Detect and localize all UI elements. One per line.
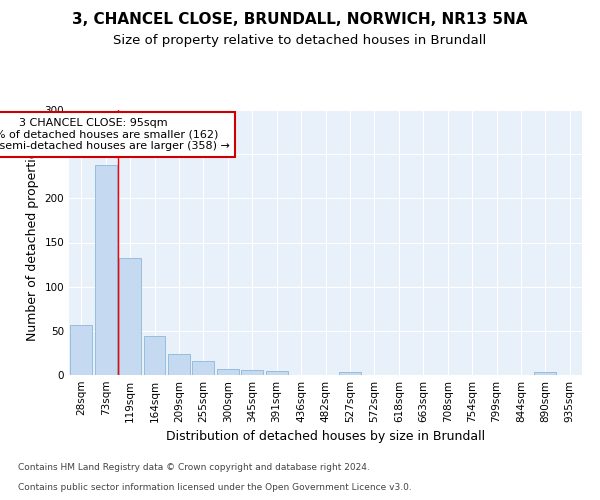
Text: 3, CHANCEL CLOSE, BRUNDALL, NORWICH, NR13 5NA: 3, CHANCEL CLOSE, BRUNDALL, NORWICH, NR1… — [72, 12, 528, 28]
Text: Contains public sector information licensed under the Open Government Licence v3: Contains public sector information licen… — [18, 484, 412, 492]
Text: Contains HM Land Registry data © Crown copyright and database right 2024.: Contains HM Land Registry data © Crown c… — [18, 464, 370, 472]
Bar — [70, 324, 92, 375]
Bar — [95, 165, 116, 375]
Bar — [143, 336, 166, 375]
Text: Size of property relative to detached houses in Brundall: Size of property relative to detached ho… — [113, 34, 487, 47]
Bar — [168, 354, 190, 375]
Bar — [119, 258, 141, 375]
Y-axis label: Number of detached properties: Number of detached properties — [26, 144, 39, 341]
Bar — [193, 361, 214, 375]
Bar — [339, 372, 361, 375]
Bar — [217, 369, 239, 375]
Bar — [266, 370, 287, 375]
Bar — [241, 370, 263, 375]
Bar — [535, 372, 556, 375]
Text: 3 CHANCEL CLOSE: 95sqm
← 31% of detached houses are smaller (162)
69% of semi-de: 3 CHANCEL CLOSE: 95sqm ← 31% of detached… — [0, 118, 230, 151]
X-axis label: Distribution of detached houses by size in Brundall: Distribution of detached houses by size … — [166, 430, 485, 444]
